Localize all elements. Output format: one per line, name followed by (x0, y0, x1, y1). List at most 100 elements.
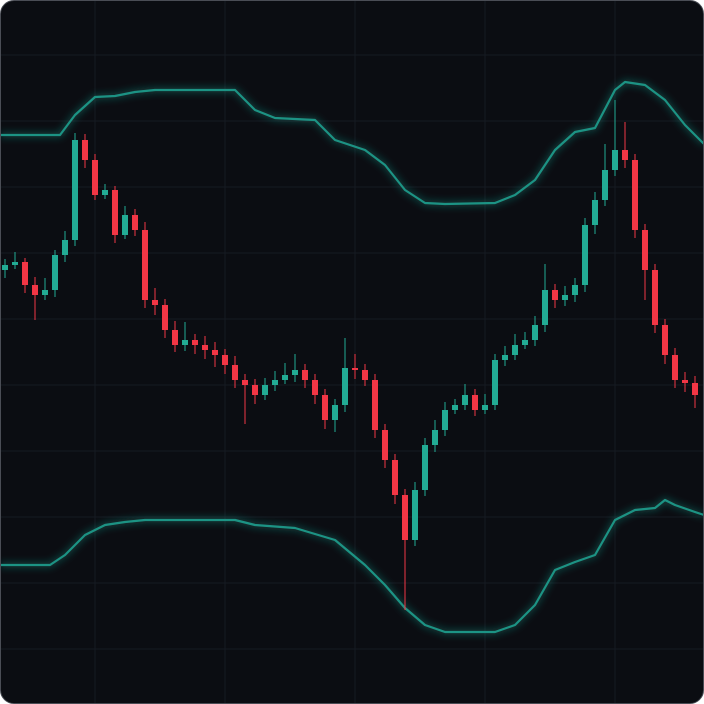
candle-body (672, 355, 678, 380)
candle-body (242, 380, 248, 385)
candle (562, 286, 568, 306)
candle (362, 364, 368, 386)
candle (2, 259, 8, 278)
candle (602, 144, 608, 206)
candle-body (32, 285, 38, 295)
candle-body (112, 190, 118, 235)
candle (372, 374, 378, 438)
candle (292, 354, 298, 382)
candles (2, 100, 698, 610)
candle (42, 278, 48, 300)
candle-body (522, 340, 528, 345)
candle (572, 278, 578, 302)
candle (532, 316, 538, 346)
candle (162, 299, 168, 338)
candle (582, 218, 588, 292)
candle-body (142, 230, 148, 300)
candle-body (92, 160, 98, 195)
candle (262, 378, 268, 400)
candle-body (102, 190, 108, 195)
candle (82, 134, 88, 168)
candle (512, 334, 518, 360)
candle (212, 342, 218, 367)
candle-body (402, 495, 408, 540)
candle (642, 224, 648, 300)
candle (252, 379, 258, 404)
candle (312, 374, 318, 404)
candle-body (662, 325, 668, 355)
candle-body (342, 368, 348, 405)
candle (62, 231, 68, 262)
candle (392, 454, 398, 504)
candle-body (322, 395, 328, 420)
candle-body (362, 370, 368, 380)
candle (182, 322, 188, 351)
candle-body (472, 395, 478, 410)
candle (682, 372, 688, 392)
candle-body (382, 430, 388, 460)
candle-body (312, 380, 318, 395)
candle (622, 122, 628, 168)
candle-body (602, 170, 608, 200)
candle-body (352, 368, 358, 370)
candle-body (572, 285, 578, 295)
candle-body (62, 240, 68, 255)
band-line (1, 498, 703, 634)
candle (52, 250, 58, 297)
candle-body (612, 150, 618, 170)
candle-body (192, 340, 198, 345)
candle (242, 374, 248, 424)
candle-body (372, 380, 378, 430)
candle (482, 394, 488, 414)
candle (432, 420, 438, 452)
candle (652, 264, 658, 333)
candle (332, 399, 338, 432)
candle-body (292, 370, 298, 375)
candle (102, 184, 108, 199)
candle-body (132, 215, 138, 230)
candle-body (2, 265, 8, 270)
candle (22, 258, 28, 293)
candle-body (622, 150, 628, 160)
candle-body (492, 360, 498, 405)
candle (132, 209, 138, 236)
candle (442, 402, 448, 436)
candle-body (632, 160, 638, 230)
candle (172, 321, 178, 352)
candle-body (592, 200, 598, 225)
candle-body (182, 340, 188, 345)
candle-body (462, 395, 468, 405)
candle (412, 482, 418, 546)
candle-body (652, 270, 658, 325)
candle (462, 384, 468, 410)
candle (272, 371, 278, 391)
candle (452, 399, 458, 414)
candle (352, 354, 358, 379)
candle-body (562, 295, 568, 300)
candle (502, 346, 508, 366)
candle (692, 376, 698, 408)
candle-body (232, 365, 238, 380)
candle (402, 489, 408, 610)
candle (672, 348, 678, 388)
candle (662, 319, 668, 364)
candle (32, 277, 38, 320)
candle-body (642, 230, 648, 270)
candle-body (692, 383, 698, 395)
candle (422, 438, 428, 496)
candle (232, 356, 238, 388)
candle-body (302, 370, 308, 380)
candle (492, 354, 498, 410)
bands (1, 80, 703, 634)
candle-body (262, 385, 268, 395)
candle-body (442, 410, 448, 430)
candle (382, 424, 388, 468)
candle-body (52, 255, 58, 290)
candle (142, 222, 148, 308)
candle (592, 192, 598, 234)
candle-body (12, 262, 18, 265)
candle-body (682, 380, 688, 383)
